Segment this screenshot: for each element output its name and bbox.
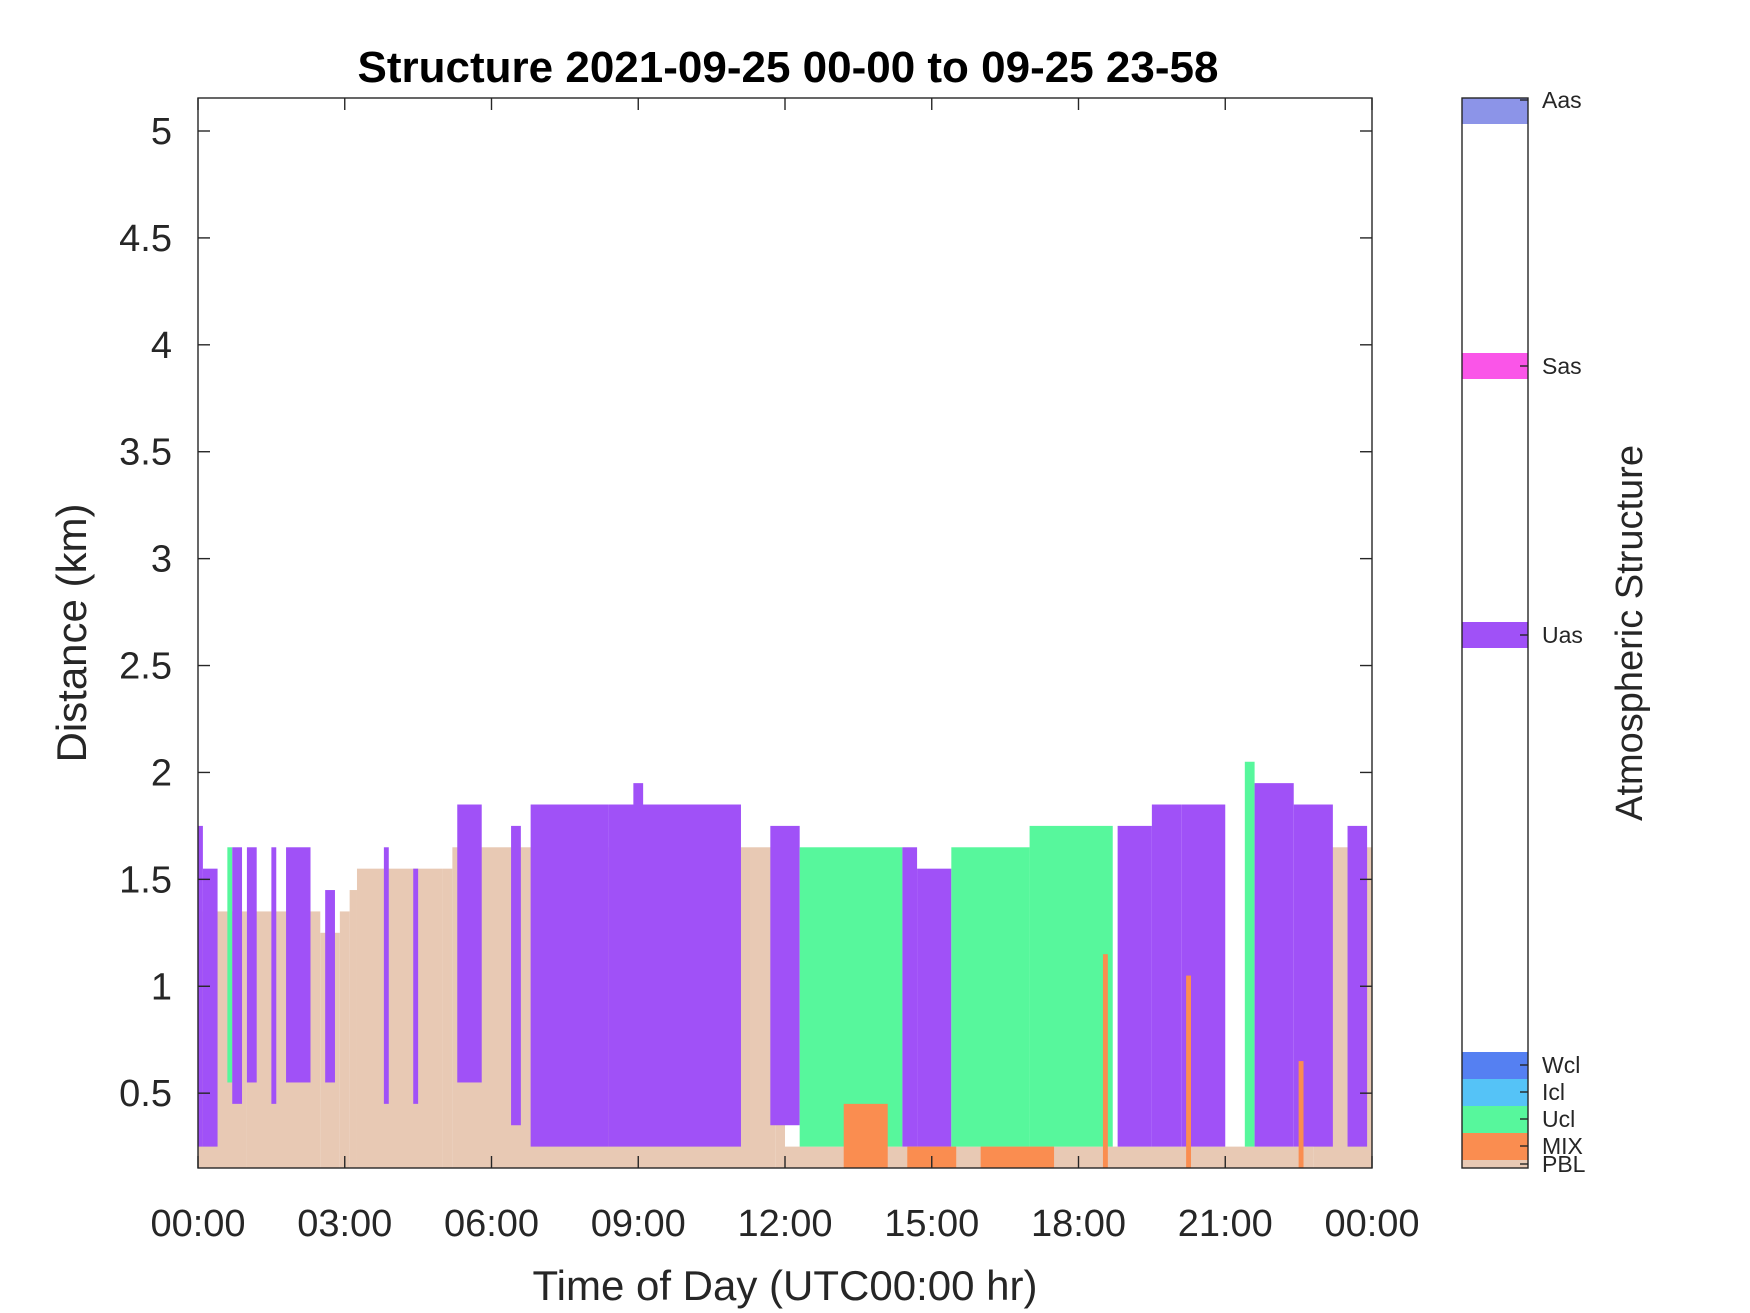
- x-tick-label: 00:00: [1324, 1203, 1419, 1245]
- segment-uas: [202, 868, 218, 1147]
- colorbar-band-wcl: [1462, 1052, 1528, 1079]
- segment-mix: [843, 1103, 888, 1168]
- y-tick-label: 2.5: [119, 646, 172, 688]
- pbl-segment: [442, 868, 453, 1168]
- segment-uas: [1347, 825, 1368, 1147]
- colorbar-label: Atmospheric Structure: [1609, 445, 1651, 821]
- colorbar-band-sas: [1462, 353, 1528, 379]
- colorbar-tick-label: Uas: [1542, 622, 1583, 648]
- segment-uas: [1151, 804, 1182, 1147]
- segment-uas: [917, 868, 952, 1147]
- colorbar-tick-label: Icl: [1542, 1079, 1565, 1105]
- y-tick-label: 5: [151, 111, 172, 153]
- segment-mix: [1186, 975, 1192, 1168]
- x-axis-label: Time of Day (UTC00:00 hr): [533, 1262, 1038, 1309]
- chart-title: Structure 2021-09-25 00-00 to 09-25 23-5…: [358, 43, 1219, 92]
- x-tick-label: 15:00: [884, 1203, 979, 1245]
- colorbar-band-uas: [1462, 622, 1528, 648]
- y-tick-label: 3.5: [119, 432, 172, 474]
- y-tick-label: 2: [151, 752, 172, 794]
- colorbar-tick-label: Sas: [1542, 353, 1582, 379]
- y-tick-label: 4: [151, 325, 172, 367]
- x-axis: 00:00 03:00 06:00 09:00 12:00 15:00 18:00 21:00…: [150, 98, 1420, 1245]
- colorbar-band-ucl: [1462, 1106, 1528, 1133]
- segment-uas: [902, 847, 918, 1147]
- y-tick-label: 3: [151, 539, 172, 581]
- segment-mix: [980, 1146, 1055, 1168]
- y-tick-label: 0.5: [119, 1073, 172, 1115]
- segment-mix: [1102, 954, 1108, 1168]
- segment-ucl: [227, 847, 233, 1083]
- segment-uas: [457, 804, 482, 1083]
- colorbar-tick-label: PBL: [1542, 1151, 1586, 1177]
- segment-uas: [1254, 783, 1294, 1147]
- segment-ucl: [1029, 825, 1113, 1147]
- pbl-segment: [339, 911, 350, 1168]
- segment-uas: [413, 868, 419, 1104]
- y-tick-label: 1.5: [119, 859, 172, 901]
- segment-uas: [383, 847, 389, 1104]
- colorbar-band-icl: [1462, 1079, 1528, 1106]
- segment-uas: [511, 825, 521, 1126]
- x-tick-label: 12:00: [737, 1203, 832, 1245]
- pbl-segment: [356, 868, 443, 1168]
- colorbar-band-mix: [1462, 1133, 1528, 1160]
- colorbar-band-aas: [1462, 98, 1528, 124]
- colorbar-tick-label: Aas: [1542, 87, 1582, 113]
- segment-uas: [608, 804, 741, 1147]
- colorbar-tick-label: Ucl: [1542, 1106, 1575, 1132]
- segment-uas: [271, 847, 277, 1104]
- colorbar-frame: [1461, 97, 1529, 1169]
- segment-ucl: [951, 847, 1030, 1147]
- y-axis: 0.5 1 1.5 2 2.5 3 3.5 4 4.5 5: [119, 111, 1372, 1115]
- y-tick-label: 1: [151, 966, 172, 1008]
- segment-uas: [770, 825, 800, 1126]
- segment-uas: [325, 890, 335, 1083]
- y-axis-label: Distance (km): [48, 503, 95, 762]
- x-tick-label: 03:00: [297, 1203, 392, 1245]
- segment-ucl: [1244, 761, 1255, 1147]
- segment-uas: [246, 847, 257, 1083]
- x-tick-label: 18:00: [1031, 1203, 1126, 1245]
- segment-uas: [530, 804, 609, 1147]
- segment-mix: [1298, 1061, 1304, 1168]
- segment-uas: [1117, 825, 1152, 1147]
- segment-uas: [286, 847, 311, 1083]
- colorbar-band-pbl: [1462, 1160, 1528, 1168]
- x-tick-label: 21:00: [1178, 1203, 1273, 1245]
- x-tick-label: 00:00: [150, 1203, 245, 1245]
- colorbar-tick-label: MIX: [1542, 1133, 1583, 1159]
- segment-uas: [232, 847, 243, 1104]
- x-tick-label: 09:00: [591, 1203, 686, 1245]
- pbl-segment: [349, 890, 357, 1168]
- x-tick-label: 06:00: [444, 1203, 539, 1245]
- segment-ucl: [799, 847, 903, 1147]
- colorbar-tick-label: Wcl: [1542, 1052, 1580, 1078]
- y-tick-label: 4.5: [119, 218, 172, 260]
- segment-uas: [633, 783, 644, 805]
